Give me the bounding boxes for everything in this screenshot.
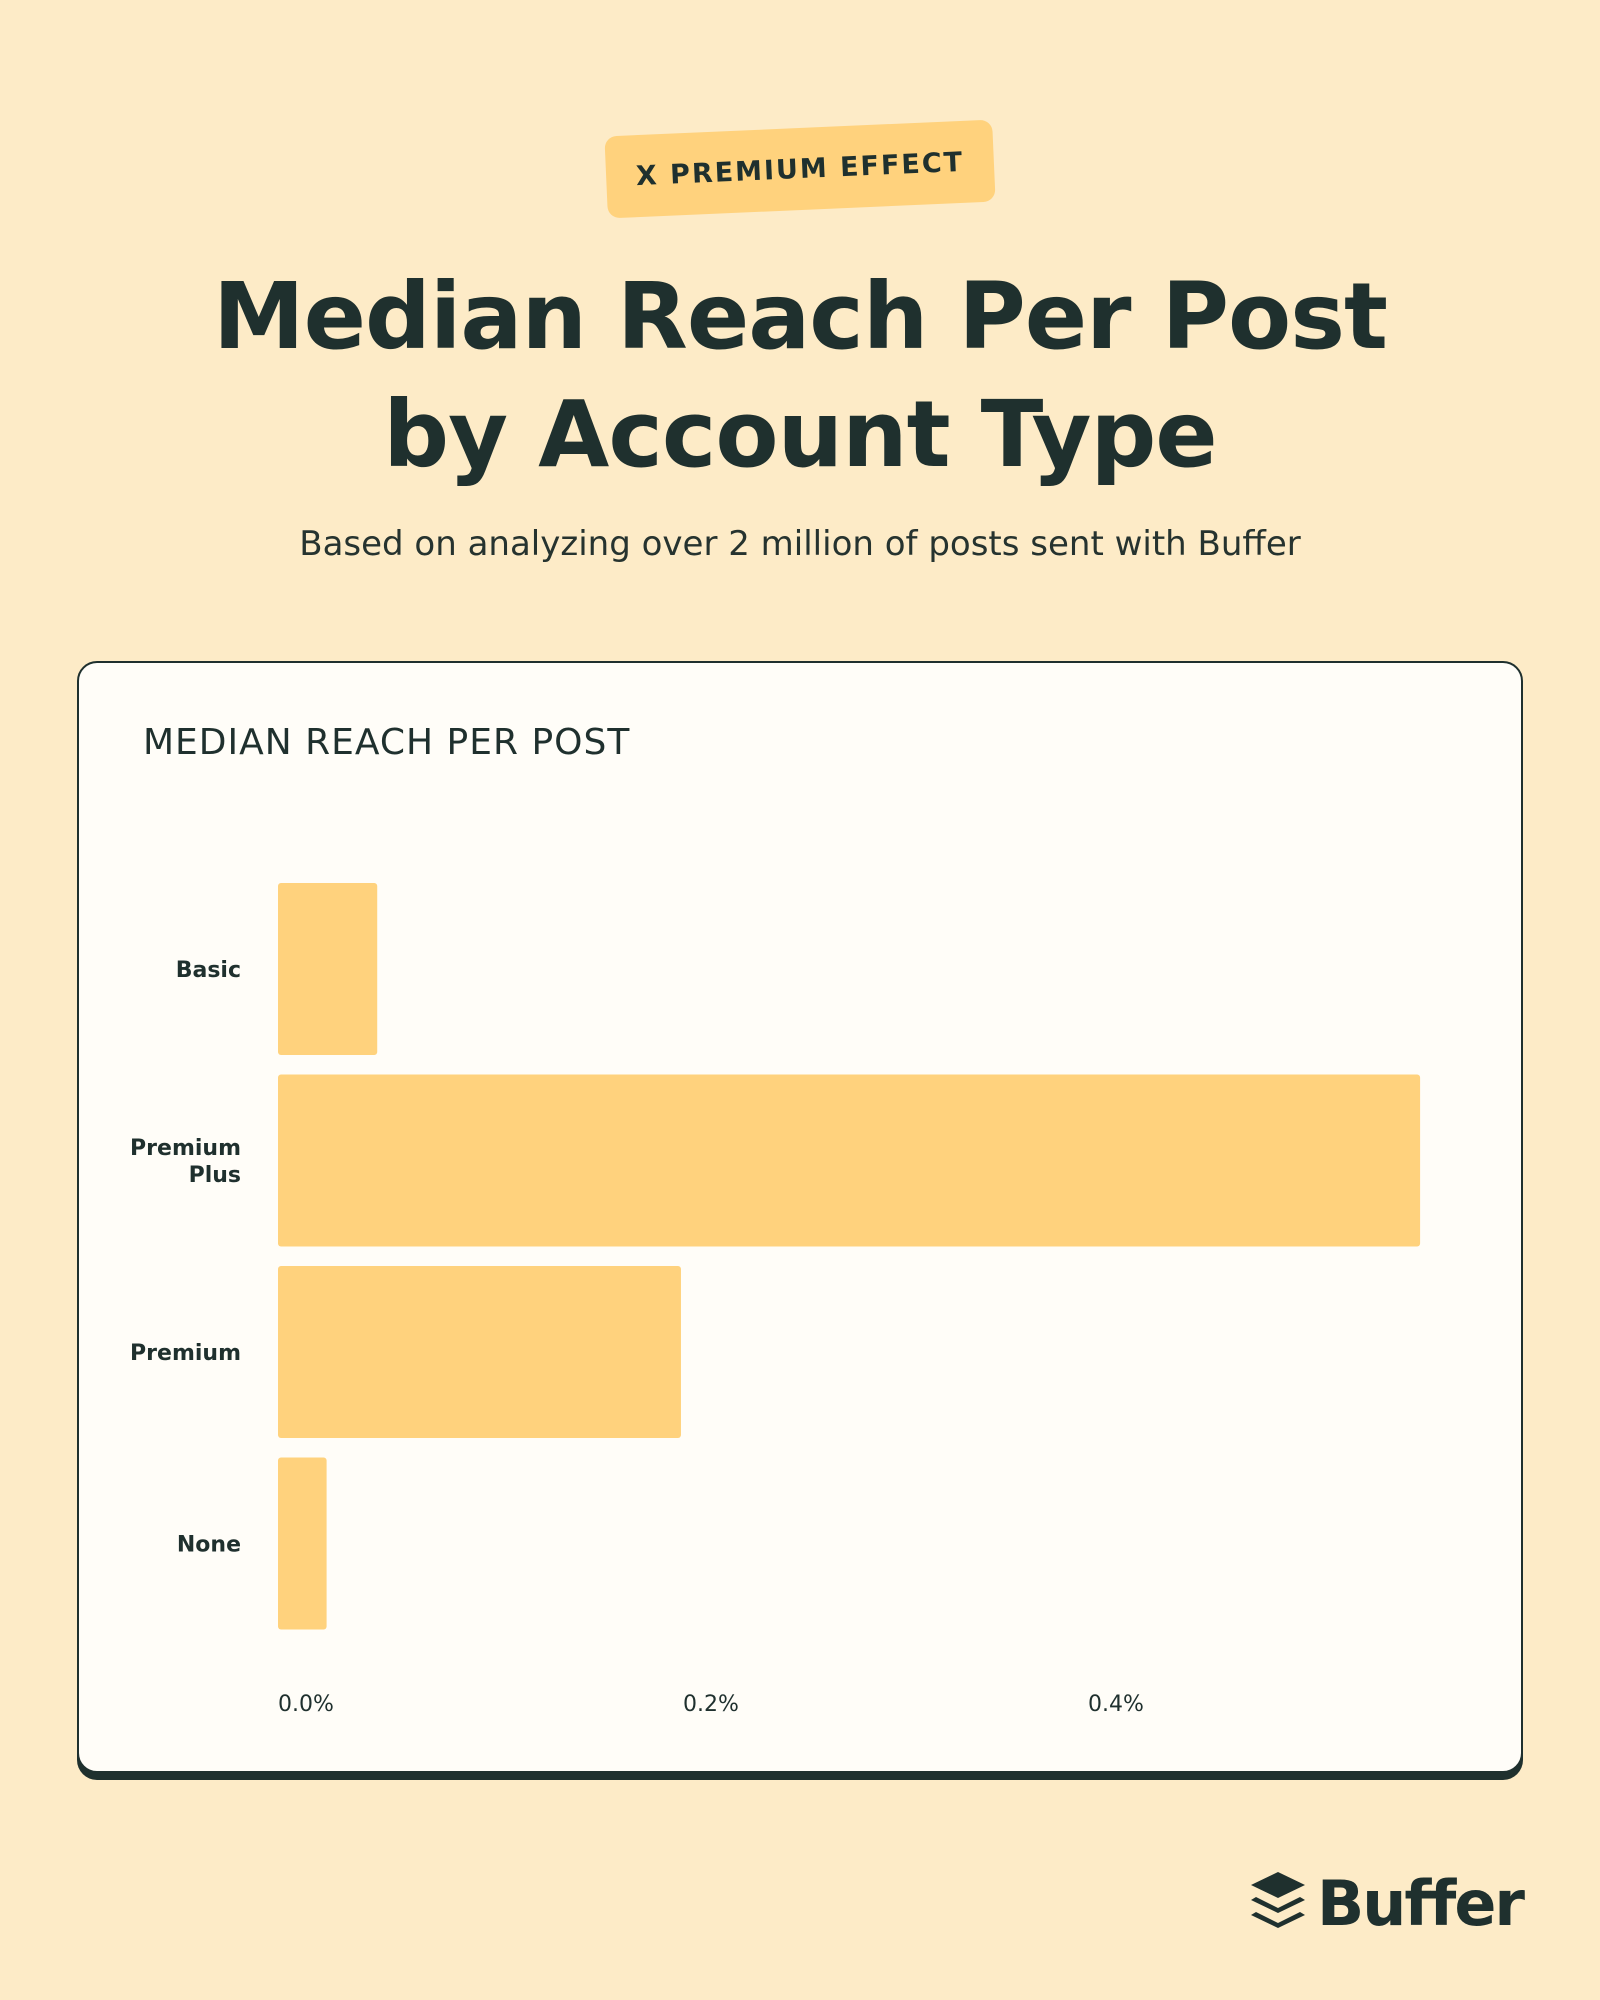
x-tick-label: 0.4%	[1088, 1692, 1144, 1717]
category-label: Premium Plus	[130, 1136, 241, 1188]
bar-none	[278, 1457, 327, 1630]
x-tick-label: 0.0%	[278, 1692, 334, 1717]
brand-name: Buffer	[1317, 1866, 1525, 1940]
page-title-line-1: Median Reach Per Post	[213, 263, 1388, 370]
category-label: Basic	[176, 958, 241, 983]
page-title: Median Reach Per Post by Account Type	[0, 258, 1600, 494]
page-subtitle: Based on analyzing over 2 million of pos…	[299, 524, 1301, 564]
page-title-line-2: by Account Type	[383, 381, 1217, 488]
bar-premium	[278, 1266, 681, 1438]
bar-basic	[278, 883, 378, 1055]
category-label: None	[177, 1533, 241, 1558]
bar-premium-plus	[278, 1074, 1421, 1247]
x-tick-label: 0.2%	[683, 1692, 739, 1717]
chart-title: MEDIAN REACH PER POST	[143, 722, 631, 763]
buffer-logo: Buffer	[1249, 1866, 1525, 1940]
category-label: Premium	[130, 1341, 241, 1366]
buffer-layers-icon	[1251, 1872, 1306, 1928]
